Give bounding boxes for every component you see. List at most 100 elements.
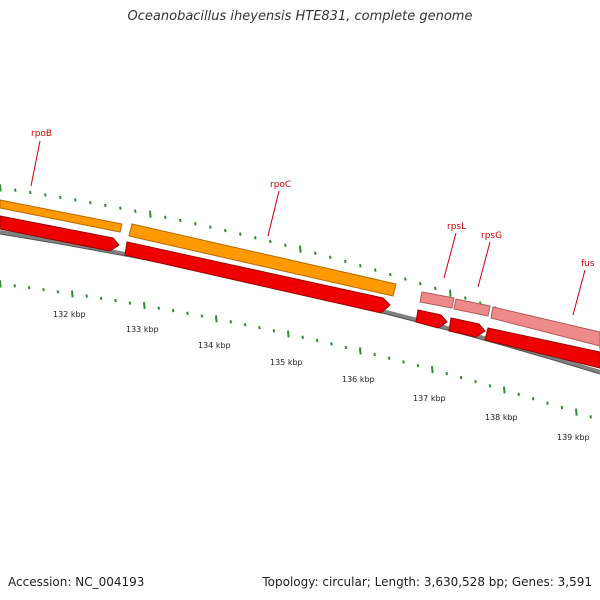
scale-tick [402, 360, 405, 364]
scale-tick [546, 401, 549, 405]
upper-tick [119, 206, 122, 210]
leader-rpob [30, 140, 41, 187]
scale-tick [128, 301, 132, 305]
scale-tick [560, 405, 564, 410]
genome-summary-text: Topology: circular; Length: 3,630,528 bp… [262, 575, 592, 589]
upper-tick [44, 193, 47, 197]
upper-tick [359, 264, 362, 268]
upper-tick [419, 281, 422, 286]
scale-tick [315, 338, 319, 343]
scale-tick [229, 320, 232, 324]
gene-arrow-3[interactable] [415, 309, 448, 329]
gene-arrow-4[interactable] [448, 317, 486, 338]
leader-rpsl [443, 232, 457, 279]
genome-title: Oceanobacillus iheyensis HTE831, complet… [127, 9, 473, 24]
scale-tick [445, 371, 448, 376]
upper-tick [449, 289, 452, 297]
upper-tick [434, 286, 437, 291]
scale-tick [13, 284, 16, 288]
upper-tick [224, 228, 227, 233]
scale-tick [243, 323, 247, 327]
scale-tick [330, 342, 333, 346]
scale-tick [416, 364, 420, 368]
gene-arrow-5[interactable] [484, 327, 600, 369]
scale-tick [71, 290, 74, 298]
scale-tick [287, 330, 290, 338]
upper-tick [404, 277, 407, 281]
scale-tick [488, 384, 492, 388]
scale-tick [359, 347, 362, 355]
upper-tick [254, 236, 257, 240]
upper-tick [164, 215, 167, 219]
upper-tick [344, 259, 347, 264]
scale-label-137: 137 kbp [413, 394, 446, 403]
scale-tick [157, 306, 160, 310]
scale-tick [301, 335, 304, 339]
scale-tick [171, 308, 175, 313]
scale-tick [474, 379, 477, 384]
scale-tick [99, 296, 103, 300]
scale-tick [387, 356, 391, 360]
scale-tick [459, 375, 463, 380]
accession-text: Accession: NC_004193 [8, 575, 145, 589]
upper-tick [59, 195, 62, 200]
scale-tick [431, 365, 434, 374]
leader-fus [572, 269, 586, 316]
gene-bar-fus[interactable] [490, 306, 600, 347]
genome-backbone-shadow [0, 233, 600, 375]
scale-tick [56, 290, 60, 294]
upper-tick [269, 239, 272, 244]
scale-label-139: 139 kbp [557, 433, 590, 442]
leader-rpoc [267, 190, 280, 237]
upper-tick [74, 198, 77, 202]
scale-tick [531, 396, 535, 401]
upper-tick [134, 209, 137, 213]
gene-label-rpoc: rpoC [270, 180, 291, 190]
scale-tick [85, 294, 88, 298]
scale-tick [200, 314, 204, 318]
upper-tick [89, 200, 92, 205]
scale-tick [143, 301, 146, 310]
upper-tick [149, 210, 152, 218]
scale-tick [517, 392, 520, 397]
gene-bar-rpob[interactable] [0, 199, 123, 233]
upper-tick [314, 251, 317, 255]
scale-tick [589, 415, 592, 419]
gene-bar-rpoc[interactable] [128, 223, 397, 297]
upper-tick [284, 243, 287, 248]
scale-tick [272, 329, 276, 333]
scale-tick [114, 298, 117, 303]
leader-rpsg [477, 241, 491, 288]
genome-backbone [0, 230, 600, 374]
upper-tick [374, 268, 377, 272]
gene-bar-rpsg[interactable] [453, 298, 491, 317]
scale-tick [0, 280, 2, 288]
upper-tick [329, 255, 332, 259]
scale-tick [503, 386, 506, 394]
gene-label-rpsl: rpsL [447, 222, 466, 232]
upper-tick [389, 272, 392, 277]
gene-label-rpsg: rpsG [481, 231, 502, 241]
scale-tick [215, 315, 218, 323]
upper-tick [464, 296, 467, 300]
gene-label-fus: fus [581, 259, 595, 269]
scale-label-138: 138 kbp [485, 413, 518, 422]
scale-tick [575, 408, 578, 416]
scale-label-136: 136 kbp [342, 375, 375, 384]
scale-tick [186, 311, 189, 315]
upper-tick [14, 188, 17, 192]
scale-tick [373, 352, 376, 357]
gene-arrow-2[interactable] [124, 241, 391, 314]
gene-bar-rpsl[interactable] [419, 291, 455, 309]
scale-tick [42, 288, 45, 292]
upper-tick [209, 225, 212, 229]
scale-label-135: 135 kbp [270, 358, 303, 367]
gene-arrow-1[interactable] [0, 215, 120, 252]
scale-tick [258, 326, 261, 330]
upper-tick [104, 203, 107, 208]
upper-tick [194, 222, 197, 226]
upper-tick [179, 218, 182, 223]
scale-tick-row [0, 280, 592, 419]
